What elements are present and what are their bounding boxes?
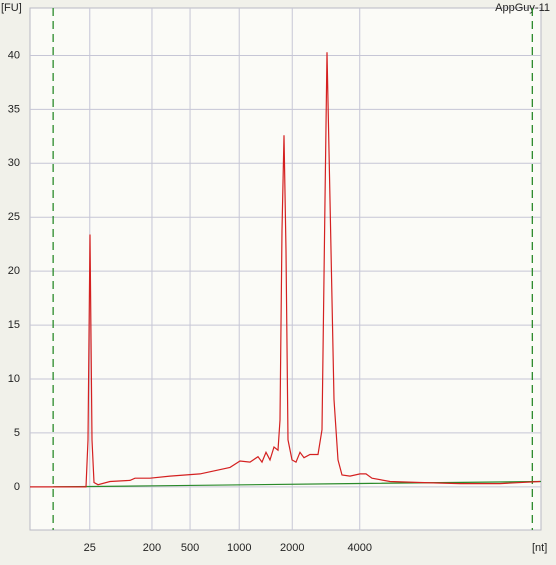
y-tick-label: 10 (8, 373, 20, 385)
x-tick-label: 500 (181, 542, 199, 554)
y-tick-label: 35 (8, 103, 20, 115)
x-axis-label: [nt] (532, 542, 547, 554)
x-tick-label: 200 (143, 542, 161, 554)
chart-title: AppGuy-11 (495, 2, 550, 14)
plot-area (29, 7, 542, 531)
x-tick-label: 1000 (227, 542, 251, 554)
y-tick-label: 0 (14, 481, 20, 493)
x-tick-label: 2000 (280, 542, 304, 554)
y-tick-label: 30 (8, 157, 20, 169)
x-tick-label: 4000 (347, 542, 371, 554)
y-tick-label: 25 (8, 211, 20, 223)
y-tick-label: 20 (8, 265, 20, 277)
x-tick-label: 25 (84, 542, 96, 554)
y-tick-label: 15 (8, 319, 20, 331)
y-tick-label: 5 (14, 427, 20, 439)
series-line (53, 480, 542, 488)
series-line (30, 52, 541, 488)
y-tick-label: 40 (8, 49, 20, 61)
y-axis-label: [FU] (1, 2, 22, 14)
